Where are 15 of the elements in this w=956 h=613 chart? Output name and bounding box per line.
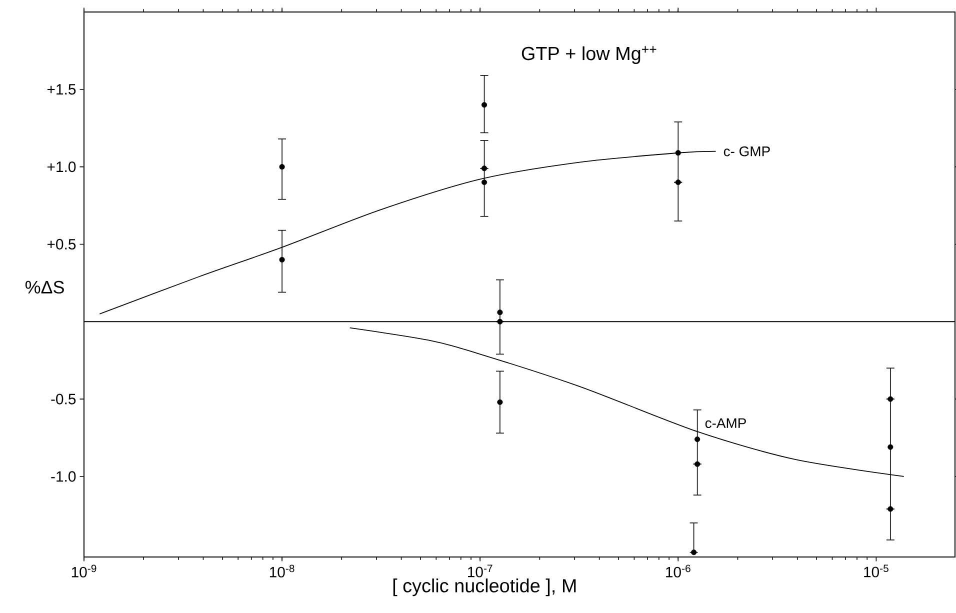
series-label: c- GMP xyxy=(724,146,770,156)
x-tick-label: 10$^{-6}$ xyxy=(666,564,690,578)
y-tick-label: +1.0 xyxy=(47,162,76,172)
text: GTP + low Mg$^{++}$ xyxy=(522,46,656,64)
x-axis-title: [ cyclic nucleotide ], M xyxy=(393,578,576,596)
y-tick-label: -1.0 xyxy=(51,471,76,482)
y-axis-title: %ΔS xyxy=(25,280,64,294)
series-label: c-AMP xyxy=(705,418,746,428)
y-tick-label: +1.5 xyxy=(47,84,76,95)
y-tick-label: -0.5 xyxy=(51,394,76,404)
x-tick-label: 10$^{-8}$ xyxy=(270,564,294,578)
x-tick-label: 10$^{-5}$ xyxy=(864,564,888,578)
x-tick-label: 10$^{-9}$ xyxy=(72,564,96,578)
x-tick-label: 10$^{-7}$ xyxy=(468,564,492,578)
y-tick-label: +0.5 xyxy=(47,238,76,250)
